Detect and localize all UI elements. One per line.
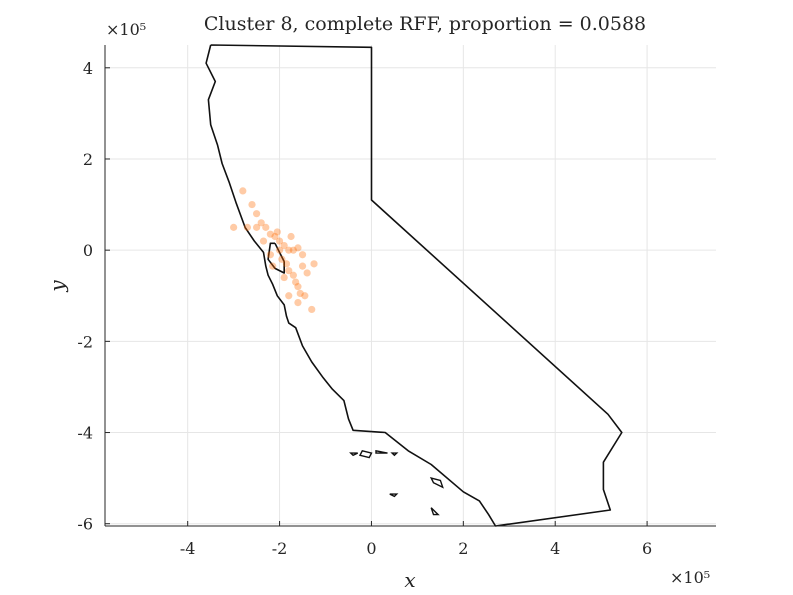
data-point: [248, 200, 256, 209]
data-point: [287, 232, 295, 241]
data-point: [253, 223, 261, 231]
data-point: [230, 223, 238, 231]
y-exponent-label: ×10⁵: [106, 20, 146, 39]
data-point: [294, 283, 302, 291]
x-tick-label: 2: [458, 539, 468, 558]
data-point: [285, 267, 293, 275]
data-point: [296, 289, 304, 298]
california-outline: [205, 44, 623, 527]
data-point: [278, 255, 286, 263]
data-point: [243, 223, 252, 231]
data-point: [310, 260, 318, 268]
island-outline: [375, 449, 388, 454]
data-point: [280, 273, 288, 282]
x-exponent-label: ×10⁵: [670, 568, 710, 587]
y-tick-label: 4: [83, 59, 93, 78]
x-tick-label: 6: [642, 539, 652, 558]
x-tick-label: 4: [550, 539, 560, 558]
data-point: [239, 187, 247, 195]
data-point: [266, 251, 274, 259]
data-point: [301, 292, 309, 300]
data-point: [294, 244, 302, 252]
island-outline: [358, 449, 373, 459]
data-point: [289, 246, 297, 254]
data-point: [273, 228, 281, 236]
data-point: [303, 269, 311, 277]
island-outline: [390, 452, 399, 457]
data-point: [282, 260, 291, 268]
data-point: [271, 232, 279, 241]
data-point: [285, 292, 293, 300]
y-axis-label: y: [45, 280, 69, 293]
y-tick-label: -6: [77, 515, 93, 534]
island-outline: [429, 477, 444, 489]
y-tick-label: 2: [83, 150, 93, 169]
data-point: [292, 278, 300, 286]
data-point: [259, 237, 268, 245]
data-point: [262, 223, 270, 231]
data-point: [294, 298, 302, 307]
x-tick-label: 0: [366, 539, 376, 558]
data-point: [269, 262, 277, 270]
x-tick-label: -2: [272, 539, 288, 558]
data-point: [298, 251, 307, 259]
data-point: [298, 262, 307, 270]
data-point: [285, 246, 293, 254]
grid-lines: [105, 45, 716, 526]
data-point: [280, 242, 288, 250]
y-tick-label: -2: [77, 332, 93, 351]
y-tick-label: 0: [83, 241, 93, 260]
bay-outline: [267, 242, 286, 274]
island-outline: [349, 452, 359, 457]
axes: -4 -2 0 2 4 6 -6 -4 -2 0 2 4: [77, 45, 716, 558]
data-point: [308, 305, 316, 314]
island-outline: [430, 507, 440, 516]
chart-title: Cluster 8, complete RFF, proportion = 0.…: [204, 13, 646, 35]
data-point: [275, 246, 284, 254]
plot-area: [205, 44, 623, 527]
x-tick-label: -4: [180, 539, 196, 558]
data-point: [289, 271, 297, 279]
data-point: [253, 210, 261, 218]
x-axis-label: x: [404, 568, 415, 592]
data-point: [266, 230, 274, 238]
data-point: [257, 219, 265, 227]
y-tick-label: -4: [77, 424, 93, 443]
data-point: [275, 237, 284, 245]
island-outline: [389, 493, 399, 498]
